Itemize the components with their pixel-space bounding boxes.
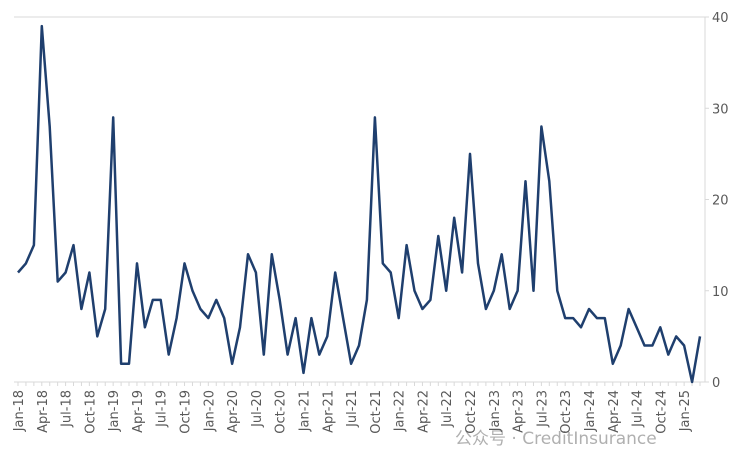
x-tick-label: Jan-22 <box>393 390 408 432</box>
x-tick-label: Jul-19 <box>155 390 170 428</box>
watermark: 公众号 · CreditInsurance <box>455 429 657 449</box>
x-tick-label: Apr-24 <box>607 390 622 433</box>
x-tick-label: Apr-21 <box>321 390 336 433</box>
x-tick-label: Jul-23 <box>535 390 550 428</box>
y-tick-label: 30 <box>712 102 729 117</box>
line <box>17 24 702 384</box>
x-tick-label: Apr-19 <box>131 390 146 433</box>
x-tick-label: Jan-20 <box>202 390 217 432</box>
x-tick-label: Jul-24 <box>631 390 646 428</box>
x-tick-label: Oct-23 <box>559 390 574 434</box>
y-tick-label: 40 <box>712 11 729 26</box>
x-tick-label: Apr-23 <box>512 390 527 433</box>
x-tick-label: Oct-18 <box>83 390 98 434</box>
x-tick-label: Jan-23 <box>488 390 503 432</box>
x-tick-label: Jan-24 <box>583 390 598 432</box>
x-tick-label: Jan-25 <box>678 390 693 432</box>
x-tick-label: Jul-20 <box>250 390 265 428</box>
y-tick-label: 0 <box>712 376 720 391</box>
x-tick-label: Oct-19 <box>179 390 194 434</box>
x-tick-label: Oct-20 <box>274 390 289 434</box>
x-tick-label: Apr-22 <box>416 390 431 433</box>
x-tick-label: Jan-18 <box>12 390 27 432</box>
x-tick-label: Apr-20 <box>226 390 241 433</box>
x-tick-label: Jul-18 <box>60 390 75 428</box>
x-tick-label: Apr-18 <box>36 390 51 433</box>
x-tick-label: Jul-21 <box>345 390 360 428</box>
x-tick-label: Oct-21 <box>369 390 384 434</box>
x-tick-label: Oct-22 <box>464 390 479 434</box>
x-tick-label: Jan-21 <box>297 390 312 432</box>
x-tick-label: Jul-22 <box>440 390 455 428</box>
x-tick-label: Oct-24 <box>654 390 669 434</box>
x-tick-label: Jan-19 <box>107 390 122 432</box>
y-tick-label: 10 <box>712 285 729 300</box>
y-tick-label: 20 <box>712 194 729 209</box>
